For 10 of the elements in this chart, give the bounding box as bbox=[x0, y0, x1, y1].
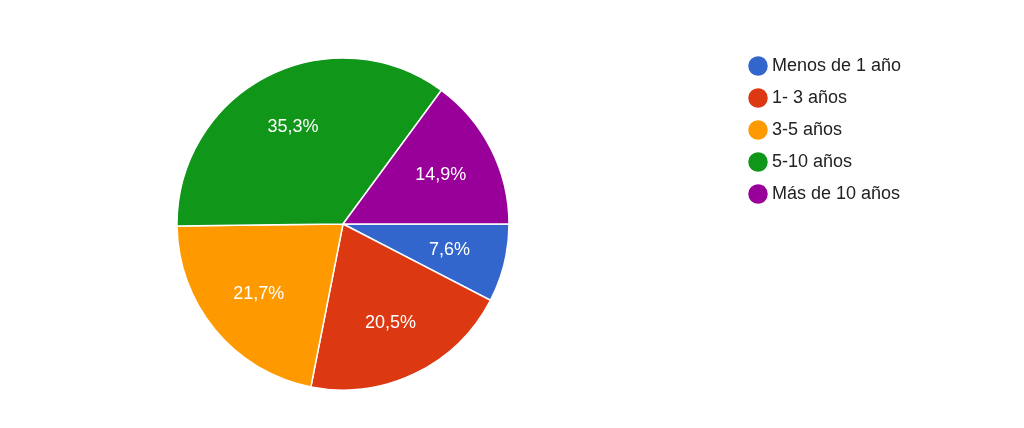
legend-label: 1- 3 años bbox=[772, 87, 848, 107]
data-label: 20,5% bbox=[365, 311, 417, 332]
data-label: 7,6% bbox=[428, 238, 470, 259]
legend-label: 3-5 años bbox=[772, 119, 843, 139]
data-label: 21,7% bbox=[233, 283, 285, 304]
data-label: 14,9% bbox=[415, 163, 467, 184]
legend-label: Menos de 1 año bbox=[772, 55, 902, 75]
data-label: 35,3% bbox=[267, 115, 319, 136]
legend-label: 5-10 años bbox=[772, 151, 853, 171]
legend-label: Más de 10 años bbox=[772, 183, 901, 203]
